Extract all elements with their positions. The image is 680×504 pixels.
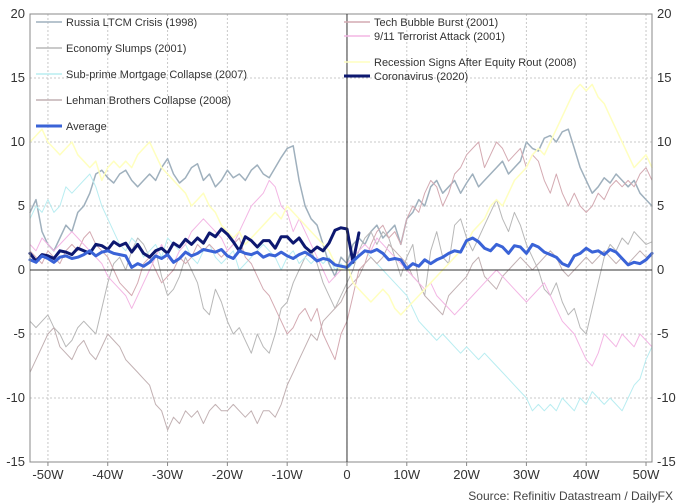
y-tick-label-left: -15	[6, 454, 25, 469]
x-tick-label: -50W	[32, 467, 64, 482]
x-tick-label: 50W	[633, 467, 660, 482]
y-tick-label-right: 15	[657, 70, 671, 85]
x-tick-label: 30W	[513, 467, 540, 482]
x-tick-label: -30W	[152, 467, 184, 482]
series-line-8	[28, 236, 654, 271]
series-line-3	[29, 243, 653, 431]
x-tick-label: -10W	[272, 467, 304, 482]
series-line-7	[28, 226, 361, 264]
x-tick-label: 20W	[453, 467, 480, 482]
y-tick-label-right: 5	[657, 198, 664, 213]
y-tick-label-left: 0	[18, 262, 25, 277]
legend-label-0: Russia LTCM Crisis (1998)	[66, 17, 197, 29]
y-tick-label-right: -10	[657, 390, 676, 405]
y-tick-label-left: 5	[18, 198, 25, 213]
y-tick-label-right: 20	[657, 6, 671, 21]
legend-label-8: Average	[66, 121, 107, 133]
series-line-1	[29, 199, 653, 354]
grid-lines	[30, 13, 652, 463]
legend-label-3: Lehman Brothers Collapse (2008)	[66, 95, 231, 107]
y-tick-label-left: 20	[11, 6, 25, 21]
legend-label-5: 9/11 Terrorist Attack (2001)	[374, 31, 505, 43]
y-tick-label-left: 10	[11, 134, 25, 149]
plot-frame	[29, 13, 653, 463]
x-tick-label: 0	[343, 467, 350, 482]
legend-label-6: Recession Signs After Equity Rout (2008)	[374, 57, 576, 69]
y-tick-label-right: -5	[657, 326, 669, 341]
legend-label-4: Tech Bubble Burst (2001)	[374, 17, 498, 29]
series-line-4	[29, 141, 653, 361]
y-tick-label-right: 0	[657, 262, 664, 277]
x-tick-label: -20W	[212, 467, 244, 482]
series-line-5	[29, 179, 653, 367]
x-tick-label: 10W	[393, 467, 420, 482]
legend-label-7: Coronavirus (2020)	[374, 71, 468, 83]
y-tick-label-left: 15	[11, 70, 25, 85]
x-tick-label: -40W	[92, 467, 124, 482]
series-line-0	[29, 128, 653, 278]
legend-label-2: Sub-prime Mortgage Collapse (2007)	[66, 69, 247, 81]
x-tick-label: 40W	[573, 467, 600, 482]
legend: Russia LTCM Crisis (1998) Economy Slumps …	[36, 17, 576, 133]
y-tick-label-right: 10	[657, 134, 671, 149]
y-tick-label-left: -5	[13, 326, 25, 341]
y-tick-label-left: -10	[6, 390, 25, 405]
series-lines	[28, 83, 654, 431]
axes: -15 -15 -10 -10 -5 -5 0 0 5 5 10 10 15 15 20 20 -50W -40W…	[6, 6, 676, 482]
source-note: Source: Refinitiv Datastream / DailyFX	[468, 489, 673, 503]
series-line-6	[29, 83, 653, 316]
legend-label-1: Economy Slumps (2001)	[66, 43, 186, 55]
series-line-2	[29, 173, 653, 412]
y-tick-label-right: -15	[657, 454, 676, 469]
